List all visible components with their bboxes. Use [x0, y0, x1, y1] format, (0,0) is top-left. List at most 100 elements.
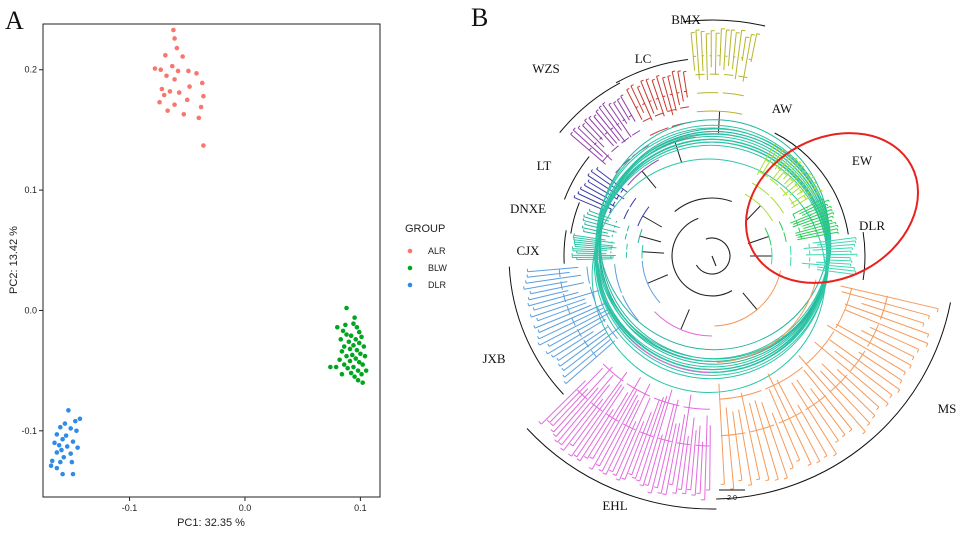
tree-tip [876, 406, 880, 411]
tree-tip [563, 380, 567, 384]
tree-leaf [552, 388, 589, 427]
tree-leaf [527, 266, 579, 273]
tree-leaf [790, 205, 831, 224]
tree-leaf [772, 156, 791, 180]
tree-leaf [738, 409, 753, 485]
tree-leaf [835, 323, 912, 366]
tree-leaf [593, 116, 618, 144]
tree-tip [533, 325, 536, 329]
tree-leaf [558, 326, 608, 361]
tree-leaf [608, 104, 632, 138]
tree-tip [552, 433, 557, 437]
clade-base-arc [654, 311, 713, 337]
tree-tip [822, 198, 825, 201]
scale-bar: 2.0 [719, 489, 745, 502]
tree-leaf [805, 253, 858, 256]
internal-node-arc [679, 106, 689, 109]
tree-leaf [563, 398, 604, 451]
tree-tip [598, 105, 602, 108]
tree-leaf [725, 407, 735, 489]
tree-leaf [584, 184, 609, 199]
point-blw [347, 358, 353, 364]
tree-tip [774, 143, 777, 146]
internal-node-arc [789, 257, 792, 266]
axis-ticks: -0.1 0.0 0.1 -0.1 0.0 0.1 0.2 [21, 65, 366, 513]
tree-leaf [577, 127, 613, 161]
tree-tip [583, 183, 586, 186]
internal-node-arc [626, 225, 630, 232]
point-alr [186, 68, 191, 74]
clade-lt: LT [537, 156, 663, 228]
tree-tip [608, 102, 612, 106]
tree-leaf [618, 421, 645, 481]
tree-leaf [531, 298, 586, 318]
tree-tip [561, 367, 565, 371]
data-points [48, 27, 369, 477]
point-dlr [68, 451, 73, 456]
internal-node-arc [799, 189, 803, 194]
clade-bracket [683, 19, 766, 27]
point-dlr [70, 439, 76, 444]
point-blw [347, 346, 353, 352]
tree-leaf [797, 404, 828, 456]
tree-tip [897, 389, 901, 393]
tree-tip [677, 488, 682, 490]
tree-tip [841, 434, 846, 438]
tree-leaf [801, 262, 855, 269]
tree-leaf [784, 165, 804, 185]
tree-leaf [791, 189, 822, 209]
tree-leaf [671, 71, 680, 106]
tree-tip [835, 440, 839, 443]
tree-tip [782, 149, 785, 152]
x-tick-label: 0.0 [239, 503, 252, 513]
tree-leaf [637, 87, 653, 121]
y-tick-label: 0.0 [24, 305, 37, 315]
tree-leaf [680, 435, 689, 490]
point-blw [346, 339, 352, 345]
internal-node-arc [695, 73, 705, 76]
clade-label-ehl: EHL [602, 498, 627, 513]
panel-letter-a: A [5, 6, 24, 35]
point-blw [337, 357, 342, 363]
point-blw [339, 349, 345, 354]
tree-leaf [798, 355, 866, 432]
clade-bracket [563, 230, 567, 264]
tree-tip [662, 493, 667, 496]
tree-tip [862, 431, 866, 435]
tree-tip [577, 191, 580, 194]
point-blw [359, 371, 364, 377]
tree-leaf [789, 176, 814, 196]
tree-leaf [624, 411, 652, 480]
tree-leaf [630, 85, 645, 114]
tree-tip [668, 483, 673, 486]
x-tick-label: -0.1 [122, 503, 138, 513]
clade-stem [641, 170, 657, 189]
tree-leaf [667, 76, 677, 111]
tree-leaf [802, 215, 833, 227]
tree-tip [899, 380, 903, 384]
tree-leaf [576, 386, 625, 458]
point-alr [174, 45, 180, 51]
tree-leaf [572, 248, 608, 251]
tree-leaf [740, 392, 761, 480]
tree-leaf [587, 213, 610, 222]
internal-node-arc [738, 75, 748, 79]
tree-tip [681, 492, 686, 495]
clade-bracket [615, 59, 688, 84]
tree-tip [558, 442, 563, 446]
point-dlr [58, 459, 63, 465]
point-dlr [59, 447, 64, 453]
point-blw [355, 368, 361, 373]
tree-tip [909, 365, 912, 369]
tree-tip [926, 333, 930, 338]
tree-leaf [829, 339, 901, 391]
tree-leaf [615, 397, 651, 476]
tree-tip [809, 173, 811, 176]
tree-leaf [528, 291, 579, 307]
clade-base-arc [637, 228, 643, 244]
tree-tip [916, 349, 920, 353]
x-axis-title: PC1: 32.35 % [177, 517, 245, 529]
tree-tip [573, 195, 576, 198]
tree-leaf [586, 392, 629, 459]
